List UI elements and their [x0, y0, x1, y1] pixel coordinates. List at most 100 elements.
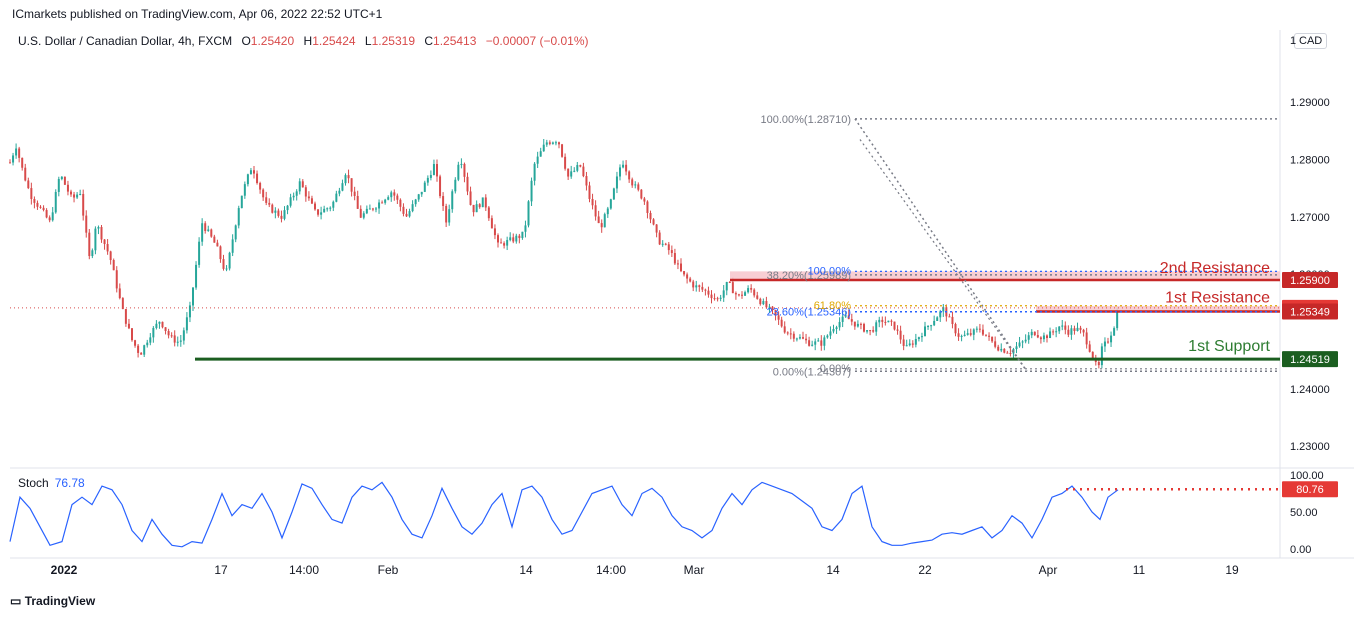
candle-body	[76, 194, 79, 198]
candle-body	[88, 232, 91, 257]
candle-body	[149, 337, 152, 343]
candle-body	[710, 294, 713, 299]
candle-body	[985, 334, 987, 336]
candle-body	[872, 330, 875, 332]
candle-body	[127, 323, 130, 329]
candle-body	[362, 213, 365, 218]
candle-body	[890, 320, 893, 322]
candle-body	[905, 345, 908, 347]
candle-body	[137, 345, 140, 353]
candle-body	[484, 197, 487, 208]
candle-body	[902, 339, 905, 346]
candle-body	[1042, 335, 1045, 340]
candle-body	[573, 170, 576, 172]
candle-body	[310, 198, 313, 204]
candle-body	[170, 335, 173, 337]
candle-body	[512, 237, 515, 242]
candle-body	[567, 168, 570, 177]
stochastic-marker-badge	[1282, 481, 1338, 498]
candle-body	[750, 288, 753, 290]
candle-body	[85, 215, 88, 233]
candle-body	[188, 305, 191, 318]
candle-body	[582, 166, 585, 177]
candle-body	[320, 212, 323, 215]
candle-body	[911, 343, 914, 345]
candle-body	[835, 327, 838, 330]
candle-body	[182, 330, 185, 341]
candle-body	[1018, 342, 1021, 347]
candle-body	[1085, 332, 1088, 345]
open-label: O	[241, 34, 251, 48]
resistance-2-badge-label: 1.25900	[1290, 275, 1330, 287]
candle-body	[307, 196, 310, 199]
candle-body	[939, 311, 942, 318]
candle-body	[176, 341, 179, 343]
stoch-tick-label: 100.00	[1290, 470, 1324, 482]
stochastic-line	[9, 481, 1119, 548]
candle-body	[548, 142, 551, 144]
candle-body	[640, 189, 643, 199]
candle-body	[292, 195, 295, 198]
candle-body	[155, 323, 158, 328]
candle-body	[927, 326, 930, 328]
support-1-badge	[1282, 351, 1338, 368]
candle-body	[664, 243, 667, 245]
candle-body	[478, 204, 481, 208]
candle-body	[554, 142, 557, 144]
candle-body	[271, 204, 274, 213]
candle-body	[192, 287, 194, 306]
candle-body	[353, 191, 356, 196]
candle-body	[951, 316, 954, 325]
stoch-name[interactable]: Stoch	[18, 476, 49, 490]
candle-body	[829, 331, 832, 336]
candle-body	[1015, 346, 1018, 350]
candle-body	[356, 195, 359, 209]
candle-body	[756, 295, 759, 299]
candle-body	[670, 250, 673, 254]
candle-body	[42, 207, 45, 211]
candle-body	[118, 288, 121, 299]
candle-body	[533, 163, 536, 181]
candle-body	[225, 268, 228, 270]
candle-body	[277, 210, 280, 216]
time-tick-label: 2022	[51, 563, 78, 577]
price-axis[interactable]: 1.290001.280001.270001.260001.240001.230…	[1282, 35, 1338, 453]
main-pane[interactable]	[10, 30, 1280, 468]
candle-body	[265, 197, 268, 203]
candle-body	[158, 321, 161, 324]
candle-body	[195, 264, 198, 288]
price-tick-label: 1.23000	[1290, 441, 1330, 453]
price-tick-label: 1.29000	[1290, 97, 1330, 109]
candle-body	[143, 345, 146, 355]
resistance-2-label: 2nd Resistance	[1160, 260, 1270, 277]
time-tick-label: Apr	[1039, 563, 1058, 577]
candle-body	[448, 209, 451, 223]
candle-body	[777, 315, 780, 320]
candle-body	[405, 213, 408, 217]
time-axis[interactable]: 2022 17 14:00 Feb 14 14:00 Mar 14 22 Apr 11 19	[51, 563, 1239, 577]
candle-body	[823, 337, 826, 346]
candle-body	[637, 184, 640, 190]
tradingview-logo[interactable]: ▭ TradingView	[10, 594, 95, 608]
fib2-trend-line	[859, 139, 1026, 370]
candle-body	[930, 325, 933, 327]
brand-name: TradingView	[24, 594, 96, 608]
candle-body	[545, 142, 548, 145]
symbol-name[interactable]: U.S. Dollar / Canadian Dollar, 4h, FXCM	[18, 34, 233, 48]
resistance-1-label: 1st Resistance	[1165, 290, 1270, 307]
candle-body	[204, 223, 207, 231]
currency-button[interactable]: CAD	[1294, 33, 1328, 49]
candle-body	[393, 192, 396, 196]
open-value: 1.25420	[250, 34, 295, 48]
candle-body	[417, 194, 420, 200]
candle-body	[936, 317, 939, 321]
resistance-2-zone	[730, 271, 1280, 280]
candle-body	[716, 298, 719, 300]
candle-body	[881, 319, 884, 322]
candle-body	[79, 193, 82, 195]
candle-body	[387, 197, 390, 200]
candle-body	[1091, 351, 1094, 359]
candle-body	[701, 286, 704, 290]
candle-body	[808, 340, 811, 346]
